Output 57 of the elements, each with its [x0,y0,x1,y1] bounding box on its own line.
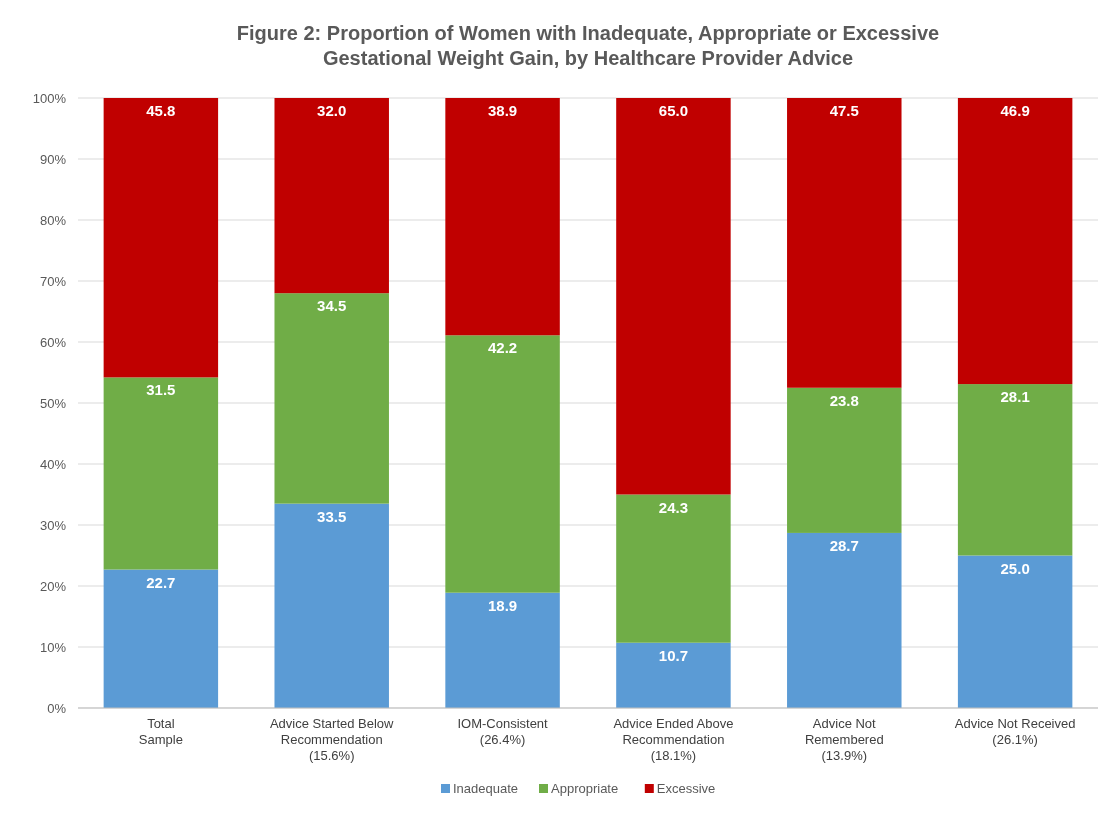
bar [787,532,902,708]
bar [957,98,1073,385]
x-tick-label: IOM-Consistent (26.4%) [457,716,549,747]
bar [445,335,560,593]
bar [616,642,731,708]
bar [274,293,389,504]
data-label: 65.0 [658,102,689,119]
x-tick-label: Advice Not Remembered (13.9%) [804,716,884,763]
x-tick-label: Advice Started Below Recommendation (15.6%) [269,716,395,763]
y-tick-label: 20% [39,578,67,594]
data-label: 10.7 [658,646,689,664]
data-label: 25.0 [1000,559,1030,577]
data-label: 42.2 [487,339,518,357]
data-label: 28.1 [1000,388,1030,406]
y-tick-label: 70% [39,273,67,289]
bar [616,98,731,495]
data-label: 33.5 [317,507,347,525]
bar [957,555,1073,708]
y-tick-label: 60% [39,334,67,350]
bar [445,592,560,708]
bar [616,494,731,643]
bar [103,98,219,378]
bar [103,569,219,708]
legend-label: Excessive [656,781,716,796]
y-tick-label: 30% [39,517,67,533]
chart-title: Figure 2: Proportion of Women with Inadequate, Appropriate or Excessive Gestational Weight Gain, by Healthcare Provider Advice [236,22,940,69]
bar [957,384,1073,556]
data-label: 45.8 [146,102,176,119]
legend-label: Appropriate [551,781,619,796]
data-label: 22.7 [146,573,176,591]
data-label: 18.9 [487,596,518,614]
y-tick-label: 10% [39,639,67,655]
data-label: 32.0 [317,102,347,119]
data-label: 28.7 [829,536,859,554]
y-tick-label: 90% [39,151,67,167]
bar [787,387,902,533]
data-label: 24.3 [658,498,689,516]
x-tick-label: Total Sample [138,716,183,747]
data-label: 46.9 [1000,102,1030,119]
bar [445,98,560,336]
bar [103,377,219,570]
y-tick-label: 0% [47,700,67,716]
data-label: 34.5 [317,297,347,315]
y-tick-label: 40% [39,456,67,472]
x-tick-label: Advice Ended Above Recommendation (18.1%) [613,716,734,763]
bar [274,503,389,708]
y-tick-label: 100% [32,90,67,106]
data-label: 38.9 [487,102,518,119]
legend-label: Inadequate [453,781,519,796]
data-label: 31.5 [146,381,176,399]
bar [787,98,902,388]
bar [274,98,389,294]
x-tick-label: Advice Not Received (26.1%) [954,716,1076,747]
data-label: 47.5 [829,102,859,119]
y-tick-label: 80% [39,212,67,228]
data-label: 23.8 [829,391,859,409]
y-tick-label: 50% [39,395,67,411]
